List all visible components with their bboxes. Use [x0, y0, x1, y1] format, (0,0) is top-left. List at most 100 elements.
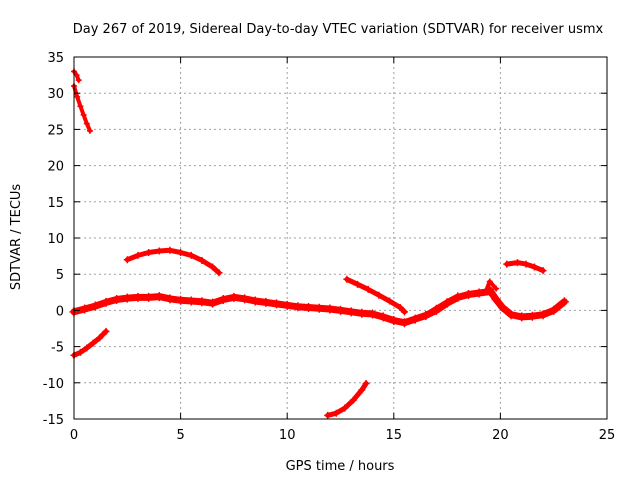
data-point: [354, 280, 362, 288]
data-point: [491, 295, 501, 305]
data-point: [293, 302, 303, 312]
data-point: [133, 292, 143, 302]
data-point: [367, 309, 377, 319]
x-axis-label: GPS time / hours: [286, 459, 395, 474]
data-point: [522, 260, 530, 268]
data-point: [145, 248, 153, 256]
data-point: [77, 103, 84, 110]
data-point: [176, 295, 186, 305]
data-point: [357, 308, 367, 318]
data-point: [482, 289, 489, 296]
y-tick-label: 35: [47, 51, 64, 66]
data-point: [506, 310, 516, 320]
data-point: [197, 297, 207, 307]
x-tick-label: 15: [386, 428, 403, 443]
data-point: [386, 297, 394, 305]
data-point: [375, 291, 383, 299]
y-axis-label: SDTVAR / TECUs: [9, 184, 24, 291]
chart-title: Day 267 of 2019, Sidereal Day-to-day VTE…: [73, 22, 604, 37]
data-point: [503, 260, 511, 268]
y-tick-label: 10: [47, 232, 64, 247]
data-point: [349, 396, 357, 404]
data-point: [102, 327, 110, 335]
data-point: [229, 292, 239, 302]
data-point: [73, 72, 80, 79]
data-point: [90, 301, 100, 311]
data-point: [443, 298, 451, 306]
data-point: [166, 246, 174, 254]
y-tick-label: 30: [47, 87, 64, 102]
data-point: [155, 247, 163, 255]
x-tick-label: 20: [492, 428, 509, 443]
y-tick-label: 0: [56, 304, 64, 319]
data-point: [187, 251, 195, 259]
data-point: [549, 305, 559, 315]
data-point: [96, 334, 104, 342]
data-point: [144, 292, 154, 302]
data-point: [539, 267, 547, 275]
data-point: [474, 288, 484, 298]
data-point: [559, 297, 569, 307]
y-tick-label: 25: [47, 123, 64, 138]
data-point: [400, 308, 408, 316]
data-point: [154, 292, 164, 302]
data-point: [83, 120, 90, 127]
data-point: [80, 111, 87, 118]
data-point: [517, 312, 527, 322]
data-point: [346, 307, 356, 317]
y-tick-label: -10: [43, 377, 64, 392]
data-point: [112, 295, 122, 305]
data-point: [358, 386, 366, 394]
data-point: [364, 285, 372, 293]
y-tick-label: 20: [47, 160, 64, 175]
data-point: [432, 304, 440, 312]
data-point: [411, 316, 419, 324]
data-point: [324, 411, 332, 419]
data-point: [123, 256, 131, 264]
y-tick-label: 5: [56, 268, 64, 283]
y-tick-label: -5: [51, 341, 64, 356]
data-point: [198, 256, 206, 264]
data-point: [282, 300, 292, 310]
series-arc-upper: [124, 247, 222, 276]
data-point: [208, 298, 218, 308]
data-point: [454, 292, 462, 300]
data-point: [186, 296, 196, 306]
data-point: [362, 380, 370, 388]
data-point: [513, 259, 521, 267]
data-point: [75, 77, 82, 84]
data-point: [215, 269, 223, 277]
data-point: [165, 294, 175, 304]
data-point: [83, 344, 91, 352]
data-point: [177, 248, 185, 256]
data-point: [74, 93, 81, 100]
data-point: [343, 275, 351, 283]
data-point: [314, 303, 324, 313]
data-point: [493, 285, 500, 292]
data-point: [531, 263, 539, 271]
data-point: [538, 310, 548, 320]
data-point: [325, 304, 335, 314]
data-series: [69, 68, 569, 419]
data-point: [209, 263, 217, 271]
data-point: [80, 304, 90, 314]
data-point: [76, 348, 84, 356]
data-point: [240, 294, 250, 304]
y-tick-label: 15: [47, 196, 64, 211]
data-point: [341, 404, 349, 412]
data-point: [86, 127, 93, 134]
data-point: [261, 297, 271, 307]
data-point: [101, 297, 111, 307]
data-point: [463, 289, 473, 299]
data-point: [389, 316, 399, 326]
y-tick-label: -15: [43, 413, 64, 428]
x-tick-label: 25: [599, 428, 616, 443]
x-tick-label: 0: [70, 428, 78, 443]
data-point: [272, 299, 282, 309]
data-point: [400, 319, 408, 327]
data-point: [336, 305, 345, 315]
data-point: [498, 303, 508, 313]
